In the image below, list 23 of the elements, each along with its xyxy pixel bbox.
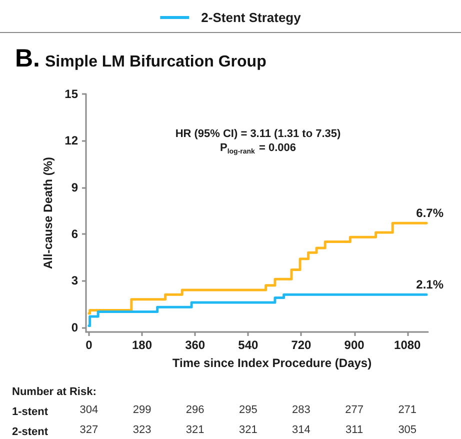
x-tick-label: 360 xyxy=(185,338,206,352)
x-tick-label: 540 xyxy=(238,338,258,352)
x-tick-label: 720 xyxy=(291,338,312,352)
y-axis-title: All-cause Death (%) xyxy=(40,156,55,270)
text: 2-stent 327 323 321 321 314 311 305 xyxy=(12,424,417,438)
x-tick-label: 180 xyxy=(132,338,152,352)
legend-label: 2-Stent Strategy xyxy=(201,10,302,25)
x-tick-label: 0 xyxy=(86,338,93,352)
text: Number at Risk: xyxy=(12,386,96,398)
annotation: HR (95% CI) = 3.11 (1.31 to 7.35) xyxy=(175,128,342,140)
y-tick-label: 9 xyxy=(71,180,78,194)
annotation: 6.7% xyxy=(416,206,444,220)
text: 1-stent 304 299 296 295 283 277 271 xyxy=(12,404,417,418)
y-tick-label: 6 xyxy=(71,227,78,241)
y-tick-label: 3 xyxy=(71,274,78,288)
y-tick-label: 12 xyxy=(64,134,78,148)
x-tick-label: 900 xyxy=(344,338,365,352)
y-tick-label: 15 xyxy=(64,87,78,101)
x-axis-title: Time since Index Procedure (Days) xyxy=(172,356,372,370)
annotation: 2.1% xyxy=(416,278,444,292)
y-tick-label: 0 xyxy=(71,320,78,334)
x-tick-label: 1080 xyxy=(394,338,422,352)
chart-title: B. Simple LM Bifurcation Group xyxy=(15,44,267,72)
